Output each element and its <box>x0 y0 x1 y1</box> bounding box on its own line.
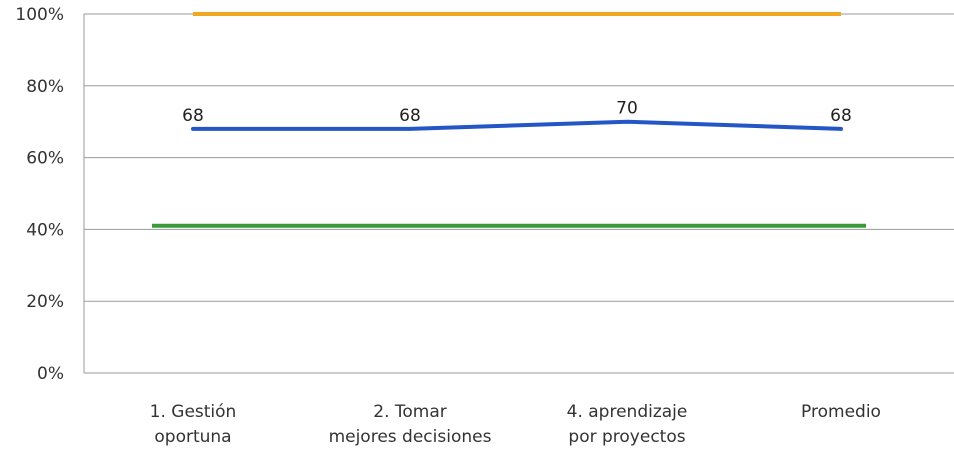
series-line <box>191 119 843 131</box>
data-label: 68 <box>182 106 204 126</box>
data-label: 68 <box>399 106 421 126</box>
x-axis-categories: 1. Gestión oportuna 2. Tomar mejores decisi… <box>150 402 881 447</box>
gridlines <box>83 13 954 374</box>
data-label: 68 <box>830 106 852 126</box>
y-tick-label: 60% <box>26 149 64 169</box>
data-point <box>840 128 842 130</box>
data-labels: 68 68 70 68 <box>182 99 852 126</box>
y-tick-label: 20% <box>26 292 64 312</box>
x-category-label: Promedio <box>801 402 881 422</box>
data-label: 70 <box>616 99 638 119</box>
data-point <box>409 128 411 130</box>
y-tick-label: 80% <box>26 77 64 97</box>
y-tick-label: 0% <box>37 364 64 384</box>
x-category-label: 4. aprendizaje por proyectos <box>567 402 688 447</box>
y-tick-label: 100% <box>15 5 64 25</box>
x-category-label: 2. Tomar mejores decisiones <box>329 402 492 447</box>
y-tick-label: 40% <box>26 220 64 240</box>
data-point <box>626 121 628 123</box>
reference-lines <box>152 12 866 228</box>
x-category-label: 1. Gestión oportuna <box>150 402 237 447</box>
data-point <box>192 128 194 130</box>
series-lines <box>191 119 843 131</box>
y-axis-ticks: 0% 20% 40% 60% 80% 100% <box>15 5 64 384</box>
